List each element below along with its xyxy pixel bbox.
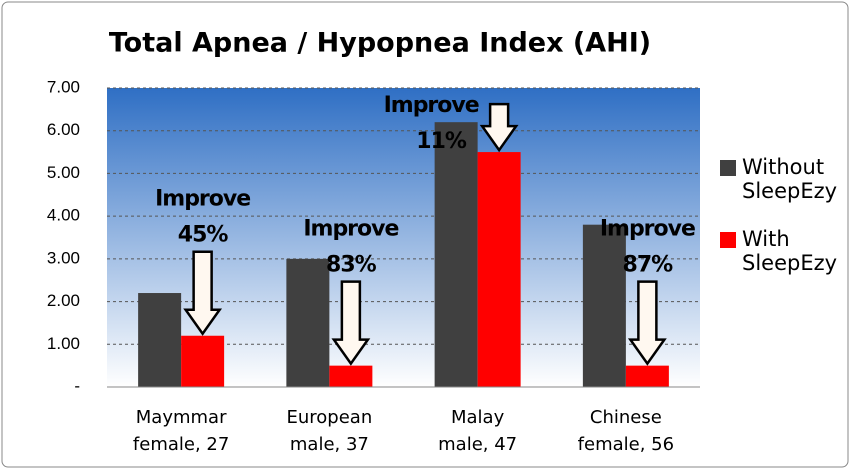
legend-swatch: [720, 160, 736, 176]
x-tick-label: Chinese: [590, 407, 662, 428]
y-tick-label: 2.00: [47, 291, 80, 310]
annotation-label: Improve: [303, 217, 398, 242]
y-tick-label: 1.00: [47, 334, 80, 353]
bar: [286, 258, 330, 387]
y-tick-label: -: [74, 376, 80, 395]
legend-label: With SleepEzy: [742, 227, 838, 275]
bar: [181, 335, 225, 387]
x-tick-label: European: [287, 407, 373, 428]
x-tick-label: Malay: [451, 407, 505, 428]
arrow: [183, 250, 223, 336]
annotation-label: Improve: [600, 217, 695, 242]
bar: [477, 152, 521, 387]
x-tick-label: male, 47: [438, 434, 517, 455]
arrow: [627, 280, 667, 366]
arrow: [331, 280, 371, 366]
y-tick-label: 3.00: [47, 248, 80, 267]
annotation-label: Improve: [155, 187, 250, 212]
x-tick-label: Maymmar: [136, 407, 227, 428]
annotation-percent: 11%: [416, 129, 467, 154]
annotation-percent: 83%: [326, 253, 377, 278]
bar: [138, 293, 182, 387]
legend-item: With SleepEzy: [720, 227, 840, 275]
legend-label: Without SleepEzy: [742, 155, 838, 203]
x-tick-label: female, 56: [578, 434, 674, 455]
annotation-percent: 45%: [178, 223, 229, 248]
annotation-label: Improve: [384, 93, 479, 118]
bar: [582, 224, 626, 387]
x-tick-label: female, 27: [133, 434, 229, 455]
annotation-percent: 87%: [623, 253, 674, 278]
y-tick-label: 5.00: [47, 163, 80, 182]
bar: [329, 365, 373, 387]
chart-title: Total Apnea / Hypopnea Index (AHI): [109, 28, 651, 59]
y-tick-label: 7.00: [47, 77, 80, 96]
bar: [434, 122, 478, 388]
x-tick-label: male, 37: [290, 434, 369, 455]
y-tick-label: 6.00: [47, 120, 80, 139]
arrow: [479, 102, 519, 153]
legend-item: Without SleepEzy: [720, 155, 840, 203]
y-tick-label: 4.00: [47, 206, 80, 225]
legend-swatch: [720, 232, 736, 248]
legend: Without SleepEzy With SleepEzy: [720, 155, 840, 299]
bar: [625, 365, 669, 387]
